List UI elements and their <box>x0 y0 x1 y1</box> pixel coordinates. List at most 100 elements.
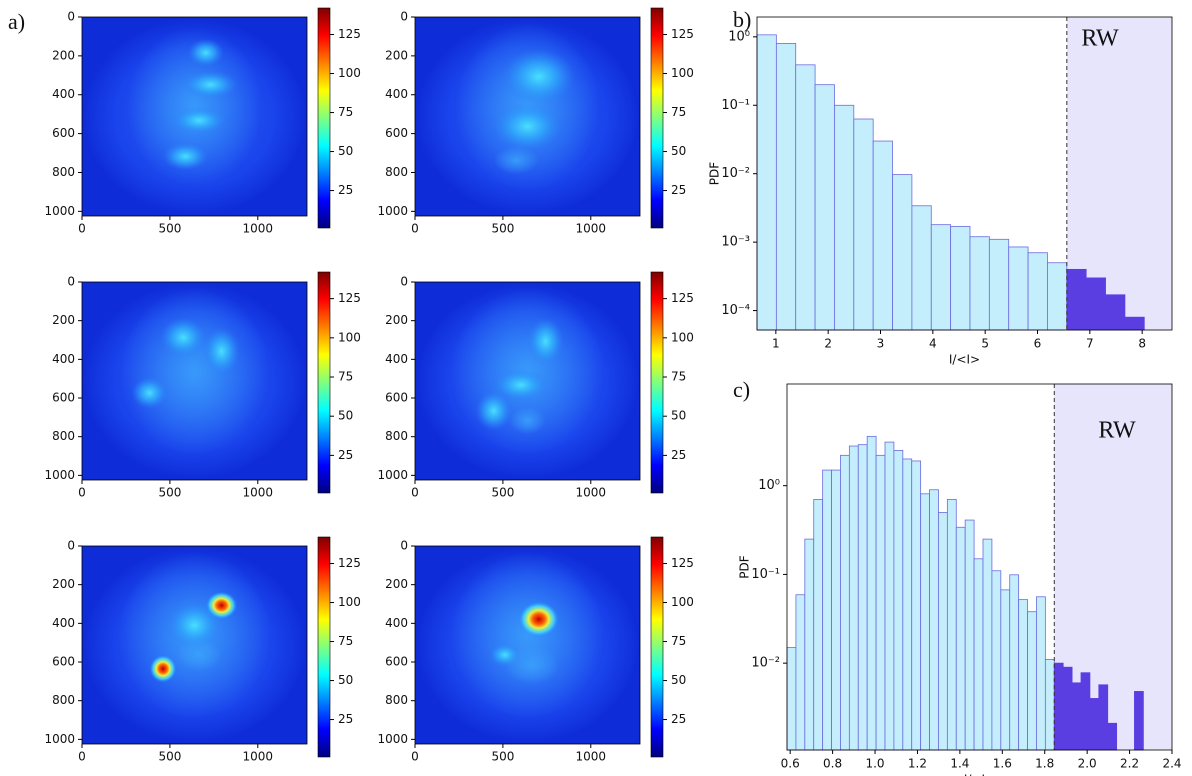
y-tick-label: 1000 <box>377 204 408 218</box>
x-tick-label: 0 <box>78 486 86 500</box>
intensity-blob <box>505 645 559 685</box>
y-tick-label: 600 <box>385 655 408 669</box>
y-tick-label: 800 <box>385 429 408 443</box>
y-tick-label: 1000 <box>377 732 408 746</box>
colorbar <box>650 536 664 758</box>
x-tick-label: 1000 <box>243 222 274 236</box>
rw-bar <box>1066 268 1087 331</box>
y-tick-label: 200 <box>385 48 408 62</box>
x-tick-label: 500 <box>158 750 181 764</box>
x-tick-label: 1.2 <box>908 757 927 771</box>
y-tick-label: 800 <box>385 693 408 707</box>
intensity-blob <box>493 146 539 175</box>
y-tick-label: 600 <box>385 126 408 140</box>
x-tick-label: 1000 <box>576 486 607 500</box>
colorbar-tick-label: 25 <box>338 448 353 462</box>
y-tick-label: 600 <box>52 655 75 669</box>
bar <box>814 84 835 331</box>
colorbar-tick-label: 25 <box>671 183 686 197</box>
y-tick-label: 400 <box>385 616 408 630</box>
x-tick-label: 7 <box>1086 337 1094 351</box>
y-tick-label: 200 <box>52 313 75 327</box>
bar <box>1000 589 1011 751</box>
y-tick-label: 10⁻¹ <box>751 567 780 582</box>
x-tick-label: 1000 <box>243 486 274 500</box>
colorbar-tick-label: 125 <box>338 556 361 570</box>
y-tick-label: 10⁰ <box>728 29 750 44</box>
x-tick-label: 0 <box>78 222 86 236</box>
bar <box>804 538 815 751</box>
rw-bar <box>1105 294 1126 331</box>
colorbar-tick-label: 75 <box>338 370 353 384</box>
intensity-blob <box>451 551 604 719</box>
bar <box>938 512 948 751</box>
intensity-blob <box>493 102 562 151</box>
colorbar-tick-label: 75 <box>671 370 686 384</box>
heatmap-image <box>415 546 640 744</box>
colorbar-tick-label: 125 <box>338 27 361 41</box>
y-tick-label: 0 <box>400 10 408 24</box>
colorbar-tick-label: 75 <box>338 634 353 648</box>
bar <box>857 444 868 751</box>
colorbar-tick-label: 125 <box>671 291 694 305</box>
y-tick-label: 10⁻⁴ <box>721 303 750 318</box>
colorbar-tick-label: 100 <box>671 595 694 609</box>
rw-bar <box>1089 698 1100 751</box>
y-tick-label: 1000 <box>44 204 75 218</box>
y-tick-label: 0 <box>67 275 75 289</box>
intensity-blob <box>518 601 559 638</box>
bar <box>969 236 990 331</box>
x-tick-label: 1000 <box>576 222 607 236</box>
x-tick-label: 500 <box>491 222 514 236</box>
intensity-blob <box>203 327 240 376</box>
intensity-blob <box>527 317 564 366</box>
y-tick-label: 1000 <box>377 468 408 482</box>
bar <box>795 64 816 331</box>
x-tick-label: 1.4 <box>950 757 969 771</box>
heatmap-image <box>82 282 307 480</box>
colorbar-tick-label: 75 <box>671 634 686 648</box>
axes-frame <box>414 281 641 481</box>
panel-label: b) <box>733 7 751 32</box>
intensity-blob <box>127 26 262 187</box>
bar <box>848 445 859 751</box>
y-tick-label: 400 <box>52 352 75 366</box>
x-tick-label: 500 <box>491 750 514 764</box>
y-tick-label: 1000 <box>44 468 75 482</box>
x-tick-label: 0 <box>78 750 86 764</box>
y-axis-label: PDF <box>738 555 752 578</box>
intensity-blob <box>187 38 224 67</box>
colorbar-tick-label: 75 <box>338 105 353 119</box>
y-tick-label: 0 <box>400 539 408 553</box>
bar <box>902 458 913 751</box>
bar <box>756 34 777 331</box>
bar <box>1009 574 1020 751</box>
intensity-blob <box>475 390 512 431</box>
y-tick-label: 800 <box>52 429 75 443</box>
x-tick-label: 500 <box>491 486 514 500</box>
x-tick-label: 1000 <box>576 750 607 764</box>
x-tick-label: 0.6 <box>781 757 800 771</box>
y-tick-label: 200 <box>52 577 75 591</box>
bar <box>786 647 797 751</box>
x-tick-label: 0.8 <box>823 757 842 771</box>
colorbar-tick-label: 75 <box>671 105 686 119</box>
bar <box>964 519 975 751</box>
rw-bar <box>1085 277 1106 331</box>
bar <box>1044 659 1055 751</box>
axes-frame <box>81 281 308 481</box>
y-tick-label: 0 <box>400 275 408 289</box>
annotation: RW <box>1081 26 1119 52</box>
x-axis-label: I/<I> <box>949 353 980 367</box>
bar <box>1027 611 1037 751</box>
bar <box>911 460 922 751</box>
x-tick-label: 4 <box>929 337 937 351</box>
x-tick-label: 0 <box>411 486 419 500</box>
bar <box>988 238 1010 331</box>
bar <box>930 224 952 331</box>
bar <box>991 570 1002 751</box>
intensity-blob <box>176 639 222 671</box>
y-tick-label: 400 <box>385 352 408 366</box>
y-tick-label: 600 <box>52 391 75 405</box>
